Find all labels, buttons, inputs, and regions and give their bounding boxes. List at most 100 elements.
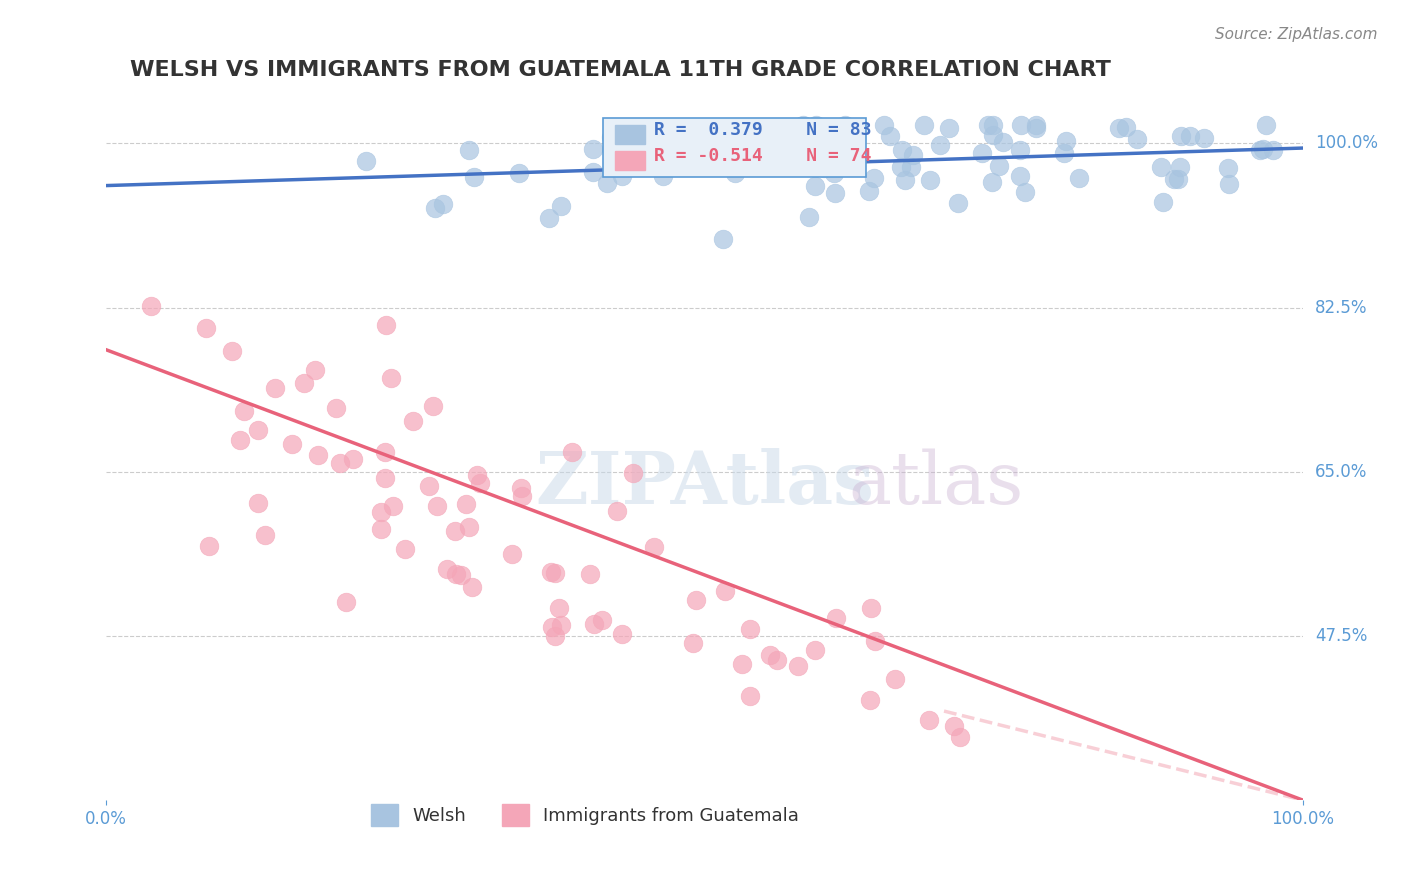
Point — [141, 299, 163, 313]
Point — [374, 318, 396, 333]
Text: R = -0.514    N = 74: R = -0.514 N = 74 — [654, 147, 872, 165]
Point — [900, 160, 922, 174]
Point — [544, 566, 567, 580]
Point — [510, 488, 533, 502]
Point — [550, 618, 572, 632]
Point — [620, 147, 643, 161]
Text: 82.5%: 82.5% — [1315, 299, 1368, 317]
Point — [804, 118, 827, 132]
Point — [787, 658, 810, 673]
Point — [1178, 128, 1201, 143]
Point — [329, 457, 352, 471]
Point — [713, 584, 735, 599]
Point — [825, 611, 848, 625]
Point — [824, 186, 846, 200]
Point — [561, 445, 583, 459]
Point — [901, 148, 924, 162]
Point — [1067, 170, 1090, 185]
Point — [1251, 142, 1274, 156]
Point — [605, 131, 627, 145]
Point — [1054, 134, 1077, 148]
Point — [949, 730, 972, 744]
Point — [792, 118, 814, 132]
Point — [432, 197, 454, 211]
Point — [1108, 120, 1130, 135]
Point — [263, 381, 285, 395]
Point — [834, 118, 856, 132]
Point — [394, 542, 416, 557]
Point — [1163, 172, 1185, 186]
Text: 47.5%: 47.5% — [1315, 627, 1368, 645]
Point — [422, 399, 444, 413]
Point — [547, 600, 569, 615]
Point — [599, 129, 621, 144]
Point — [1168, 160, 1191, 174]
Point — [233, 403, 256, 417]
Point — [1254, 118, 1277, 132]
Point — [759, 648, 782, 662]
Point — [912, 118, 935, 132]
Point — [537, 211, 560, 226]
Point — [583, 616, 606, 631]
FancyBboxPatch shape — [614, 125, 645, 145]
Point — [1170, 129, 1192, 144]
Point — [682, 635, 704, 649]
Point — [740, 690, 762, 704]
Point — [374, 444, 396, 458]
Point — [720, 143, 742, 157]
Point — [1167, 172, 1189, 186]
Point — [380, 371, 402, 385]
Point — [879, 128, 901, 143]
Point — [884, 672, 907, 686]
Point — [1261, 143, 1284, 157]
Point — [247, 423, 270, 437]
FancyBboxPatch shape — [614, 151, 645, 170]
Point — [928, 138, 950, 153]
Text: R =  0.379    N = 83: R = 0.379 N = 83 — [654, 121, 872, 139]
Point — [354, 153, 377, 168]
Point — [1014, 185, 1036, 199]
Point — [1052, 146, 1074, 161]
Point — [765, 128, 787, 143]
Point — [1150, 161, 1173, 175]
Point — [591, 614, 613, 628]
Point — [804, 125, 827, 139]
Point — [981, 118, 1004, 132]
Point — [465, 468, 488, 483]
Point — [891, 144, 914, 158]
Point — [918, 173, 941, 187]
Point — [436, 562, 458, 576]
Point — [304, 362, 326, 376]
Point — [731, 657, 754, 671]
Point — [814, 155, 837, 169]
Point — [370, 522, 392, 536]
Point — [450, 568, 472, 582]
Point — [652, 131, 675, 145]
Point — [948, 196, 970, 211]
Point — [425, 201, 447, 215]
Legend: Welsh, Immigrants from Guatemala: Welsh, Immigrants from Guatemala — [363, 797, 807, 833]
Point — [803, 178, 825, 193]
Point — [606, 504, 628, 518]
Point — [1008, 143, 1031, 157]
Point — [444, 566, 467, 581]
Point — [865, 634, 887, 648]
Point — [862, 170, 884, 185]
Point — [1218, 177, 1240, 191]
Point — [1115, 120, 1137, 134]
Point — [443, 524, 465, 538]
FancyBboxPatch shape — [603, 118, 866, 178]
Point — [685, 592, 707, 607]
Point — [623, 466, 645, 480]
Point — [461, 580, 484, 594]
Point — [859, 600, 882, 615]
Point — [873, 118, 896, 132]
Point — [1218, 161, 1240, 176]
Text: atlas: atlas — [848, 449, 1024, 519]
Point — [247, 496, 270, 510]
Point — [501, 547, 523, 561]
Point — [508, 166, 530, 180]
Point — [596, 176, 619, 190]
Point — [813, 161, 835, 175]
Point — [651, 169, 673, 184]
